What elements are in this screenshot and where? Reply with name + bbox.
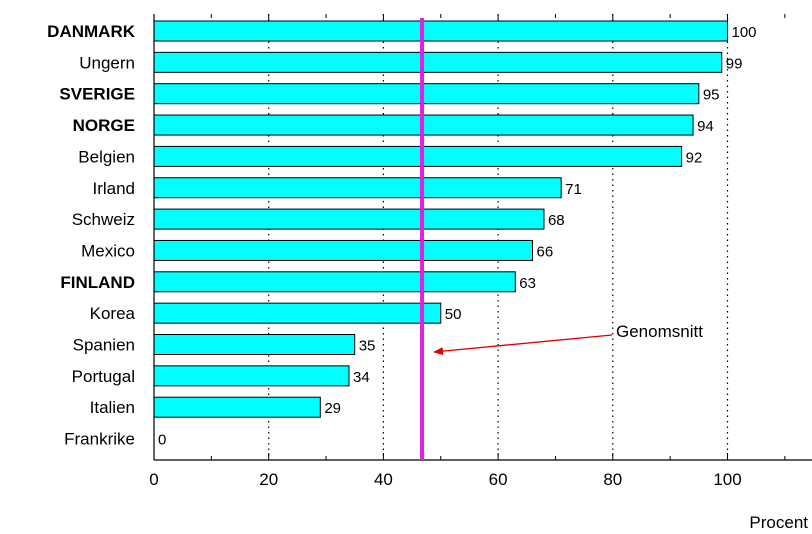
category-label: Italien	[90, 398, 135, 417]
bar	[153, 271, 516, 293]
bar	[153, 83, 700, 105]
bar	[153, 177, 562, 199]
category-label: DANMARK	[47, 22, 136, 41]
bar	[153, 20, 728, 42]
tick-label: 0	[149, 470, 158, 489]
value-label: 34	[353, 369, 370, 386]
value-label: 63	[519, 275, 536, 292]
x-axis: 0 20 40 60 80 100	[149, 14, 812, 489]
bars	[153, 20, 728, 418]
category-label: Irland	[92, 179, 135, 198]
value-label: 92	[686, 149, 703, 166]
bar	[153, 365, 350, 387]
category-label: Portugal	[72, 367, 135, 386]
value-label: 50	[445, 306, 462, 323]
grid-lines	[268, 14, 729, 460]
category-label: Schweiz	[72, 210, 135, 229]
category-label: Korea	[90, 304, 136, 323]
category-label: Belgien	[78, 147, 135, 166]
value-label: 71	[565, 181, 582, 198]
value-label: 66	[537, 243, 554, 260]
bar	[153, 396, 321, 418]
category-label: Frankrike	[64, 430, 135, 449]
average-annotation: Genomsnitt	[420, 18, 703, 460]
value-label: 95	[703, 87, 720, 104]
value-label: 68	[548, 212, 565, 229]
tick-label: 60	[489, 470, 508, 489]
category-label: FINLAND	[60, 273, 135, 292]
category-label: Spanien	[73, 336, 135, 355]
x-axis-label: Procent	[749, 513, 808, 532]
bar	[153, 51, 723, 73]
tick-label: 20	[259, 470, 278, 489]
value-label: 94	[697, 118, 714, 135]
bar	[153, 302, 442, 324]
value-label: 100	[732, 24, 757, 41]
bar	[153, 334, 356, 355]
value-label: 0	[158, 432, 166, 449]
bar	[153, 208, 545, 230]
tick-label: 80	[603, 470, 622, 489]
value-label: 99	[726, 55, 743, 72]
average-label: Genomsnitt	[616, 322, 703, 341]
average-arrow	[433, 334, 613, 356]
category-label: NORGE	[73, 116, 135, 135]
value-label: 29	[324, 400, 341, 417]
category-label: SVERIGE	[59, 85, 135, 104]
tick-label: 100	[713, 470, 741, 489]
value-label: 35	[359, 338, 376, 355]
category-label: Ungern	[79, 53, 135, 72]
bar	[153, 239, 534, 261]
category-label: Mexico	[81, 241, 135, 260]
tick-label: 40	[374, 470, 393, 489]
bar	[153, 145, 683, 167]
category-labels: DANMARK Ungern SVERIGE NORGE Belgien Irland Sc…	[47, 22, 136, 449]
